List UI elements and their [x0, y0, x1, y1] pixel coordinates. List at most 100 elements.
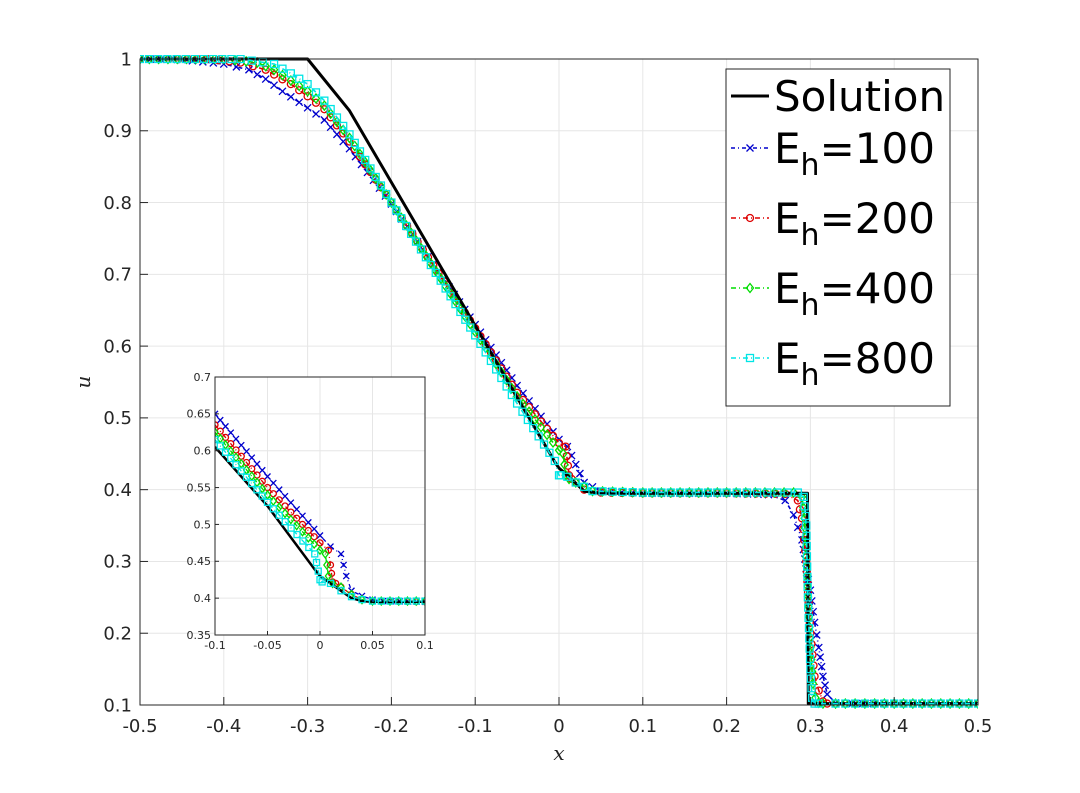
data-marker [350, 138, 359, 148]
data-marker [286, 74, 296, 87]
data-marker [392, 204, 401, 216]
data-marker [512, 399, 522, 408]
data-marker [312, 558, 321, 567]
x-tick-label: 0.05 [360, 639, 385, 652]
data-marker [337, 587, 345, 595]
y-tick-label: 0.2 [103, 624, 132, 645]
data-marker [227, 454, 235, 463]
data-marker [371, 172, 380, 182]
data-marker [436, 276, 445, 285]
data-marker [446, 292, 455, 301]
data-marker [377, 596, 386, 607]
data-marker [657, 488, 666, 497]
data-marker [326, 561, 335, 569]
data-marker [397, 214, 406, 223]
data-marker [608, 486, 617, 498]
data-marker [345, 130, 354, 139]
x-tick-label: 0 [553, 716, 564, 737]
data-marker [712, 486, 722, 499]
data-marker [275, 511, 283, 519]
data-marker [421, 596, 425, 607]
data-marker [471, 331, 480, 340]
data-marker [253, 486, 261, 494]
data-marker [964, 699, 973, 708]
data-marker [823, 690, 832, 699]
data-marker [332, 130, 341, 139]
data-marker [666, 488, 675, 497]
data-marker [536, 421, 546, 433]
data-marker [542, 429, 552, 441]
data-marker [860, 699, 870, 708]
data-marker [860, 698, 870, 709]
data-marker [917, 698, 927, 709]
data-marker [299, 512, 306, 520]
data-marker [793, 488, 802, 497]
y-tick-label: 0.4 [103, 480, 132, 501]
data-marker [270, 81, 279, 90]
main-plot-series [140, 55, 978, 709]
data-marker [561, 442, 570, 451]
data-marker [275, 502, 283, 513]
data-marker [783, 488, 792, 497]
data-marker [647, 486, 657, 499]
data-marker [215, 436, 219, 444]
data-marker [802, 552, 812, 561]
data-marker [760, 486, 770, 499]
data-marker [403, 596, 412, 607]
data-marker [314, 567, 322, 575]
data-marker [347, 593, 356, 601]
legend-label: Eh=200 [774, 194, 935, 253]
legend-item: Solution [731, 72, 945, 121]
data-marker [805, 654, 815, 664]
data-marker [258, 492, 266, 500]
data-marker [412, 596, 421, 607]
data-marker [814, 699, 823, 708]
data-marker [529, 423, 538, 433]
data-marker [305, 543, 313, 552]
data-marker [294, 80, 304, 92]
data-marker [311, 92, 321, 105]
data-marker [840, 698, 850, 709]
data-marker [377, 597, 385, 605]
data-marker [242, 473, 251, 481]
data-marker [253, 460, 261, 468]
data-marker [215, 427, 219, 438]
data-marker [562, 452, 571, 461]
data-marker [286, 92, 295, 101]
data-marker [371, 172, 381, 184]
data-marker [800, 502, 809, 511]
data-marker [945, 699, 955, 708]
data-marker [387, 198, 396, 207]
data-marker [899, 699, 908, 708]
data-marker [638, 488, 647, 497]
data-marker [358, 595, 366, 604]
data-marker [295, 98, 304, 107]
data-marker [355, 148, 365, 160]
y-tick-label: 0.45 [187, 555, 212, 568]
data-marker [316, 532, 324, 539]
data-marker [361, 155, 370, 165]
data-marker [451, 299, 460, 309]
x-tick-label: 0 [317, 639, 324, 652]
series-e-h-800 [140, 55, 978, 708]
y-axis-label: u [71, 376, 95, 389]
y-tick-label: 0.6 [103, 336, 132, 357]
data-marker [269, 70, 279, 79]
data-marker [310, 539, 318, 550]
data-marker [402, 221, 411, 231]
data-marker [807, 684, 816, 693]
y-tick-label: 0.65 [187, 408, 212, 421]
x-tick-label: -0.4 [206, 716, 241, 737]
data-marker [685, 488, 694, 497]
series-s4 [215, 436, 425, 605]
data-marker [311, 550, 319, 558]
data-marker [431, 268, 440, 278]
legend-marker [746, 144, 754, 152]
data-marker [850, 699, 860, 708]
data-marker [810, 699, 819, 708]
data-marker [278, 87, 287, 96]
data-marker [441, 284, 450, 293]
data-marker [539, 440, 549, 449]
data-marker [850, 698, 860, 709]
data-marker [481, 348, 490, 357]
